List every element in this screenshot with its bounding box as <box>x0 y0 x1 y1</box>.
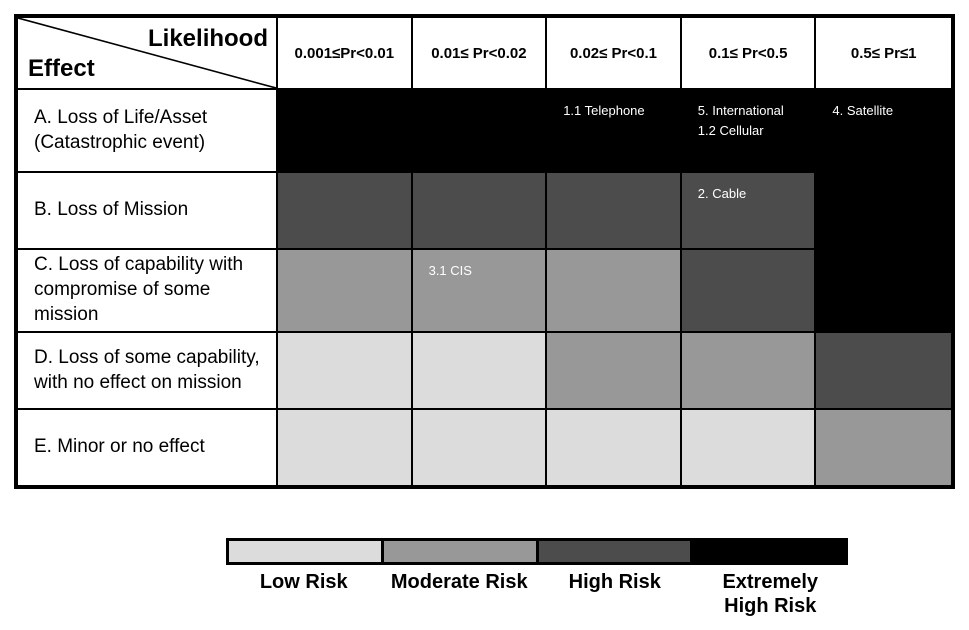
risk-cell-e5 <box>816 410 951 485</box>
risk-cell-c4 <box>681 250 817 333</box>
risk-legend-bar <box>226 538 848 565</box>
risk-cell-a2 <box>412 90 548 173</box>
legend-label-high-risk: High Risk <box>568 571 661 593</box>
risk-cell-e4 <box>681 410 817 485</box>
cell-item-label: 3.1 CIS <box>428 263 472 278</box>
diagonal-divider-line <box>18 18 276 88</box>
likelihood-header-3: 0.1≤ Pr<0.5 <box>681 18 817 90</box>
likelihood-header-1: 0.01≤ Pr<0.02 <box>412 18 548 90</box>
risk-cell-b2 <box>412 173 548 250</box>
legend-swatch-high-risk <box>535 541 691 562</box>
risk-cell-d3 <box>547 333 682 410</box>
risk-cell-d5 <box>816 333 951 410</box>
risk-cell-d1 <box>278 333 413 410</box>
risk-cell-a3: 1.1 Telephone <box>547 90 682 173</box>
risk-cell-e3 <box>547 410 682 485</box>
cell-item-label: 4. Satellite <box>832 103 894 118</box>
risk-cell-e2 <box>412 410 548 485</box>
risk-matrix-table: Likelihood Effect 0.001≤Pr<0.01 0.01≤ Pr… <box>14 14 955 489</box>
risk-cell-a5: 4. Satellite <box>816 90 951 173</box>
legend-swatch-extremely-high-risk <box>690 541 845 562</box>
risk-cell-d4 <box>681 333 817 410</box>
effect-axis-label: Effect <box>28 55 95 82</box>
effect-row-label-a: A. Loss of Life/Asset (Catastrophic even… <box>18 90 278 173</box>
likelihood-axis-label: Likelihood <box>148 25 268 52</box>
risk-cell-e1 <box>278 410 413 485</box>
legend-label-low-risk: Low Risk <box>259 571 348 593</box>
risk-cell-b4: 2. Cable <box>681 173 817 250</box>
effect-row-label-d: D. Loss of some capability, with no effe… <box>18 333 278 410</box>
risk-cell-c3 <box>547 250 682 333</box>
legend-label-moderate-risk: Moderate Risk <box>390 571 528 593</box>
likelihood-header-4: 0.5≤ Pr≤1 <box>816 18 951 90</box>
legend-label-extremely-high-risk: Extremely High Risk <box>722 571 819 617</box>
risk-legend-labels: Low Risk Moderate Risk High Risk Extreme… <box>226 570 848 618</box>
likelihood-header-2: 0.02≤ Pr<0.1 <box>547 18 682 90</box>
legend-swatch-moderate-risk <box>380 541 536 562</box>
effect-row-label-c: C. Loss of capability with compromise of… <box>18 250 278 333</box>
risk-cell-b3 <box>547 173 682 250</box>
risk-cell-a1 <box>278 90 413 173</box>
risk-cell-b5 <box>816 173 951 250</box>
effect-row-label-b: B. Loss of Mission <box>18 173 278 250</box>
cell-item-label: 2. Cable <box>697 186 747 201</box>
cell-item-label: 5. International 1.2 Cellular <box>697 103 784 138</box>
risk-cell-a4: 5. International 1.2 Cellular <box>681 90 817 173</box>
risk-cell-c1 <box>278 250 413 333</box>
corner-header-cell: Likelihood Effect <box>18 18 278 90</box>
cell-item-label: 1.1 Telephone <box>563 103 645 118</box>
legend-swatch-low-risk <box>229 541 381 562</box>
risk-cell-b1 <box>278 173 413 250</box>
risk-cell-d2 <box>412 333 548 410</box>
likelihood-header-0: 0.001≤Pr<0.01 <box>278 18 413 90</box>
risk-cell-c2: 3.1 CIS <box>412 250 548 333</box>
risk-cell-c5 <box>816 250 951 333</box>
effect-row-label-e: E. Minor or no effect <box>18 410 278 485</box>
